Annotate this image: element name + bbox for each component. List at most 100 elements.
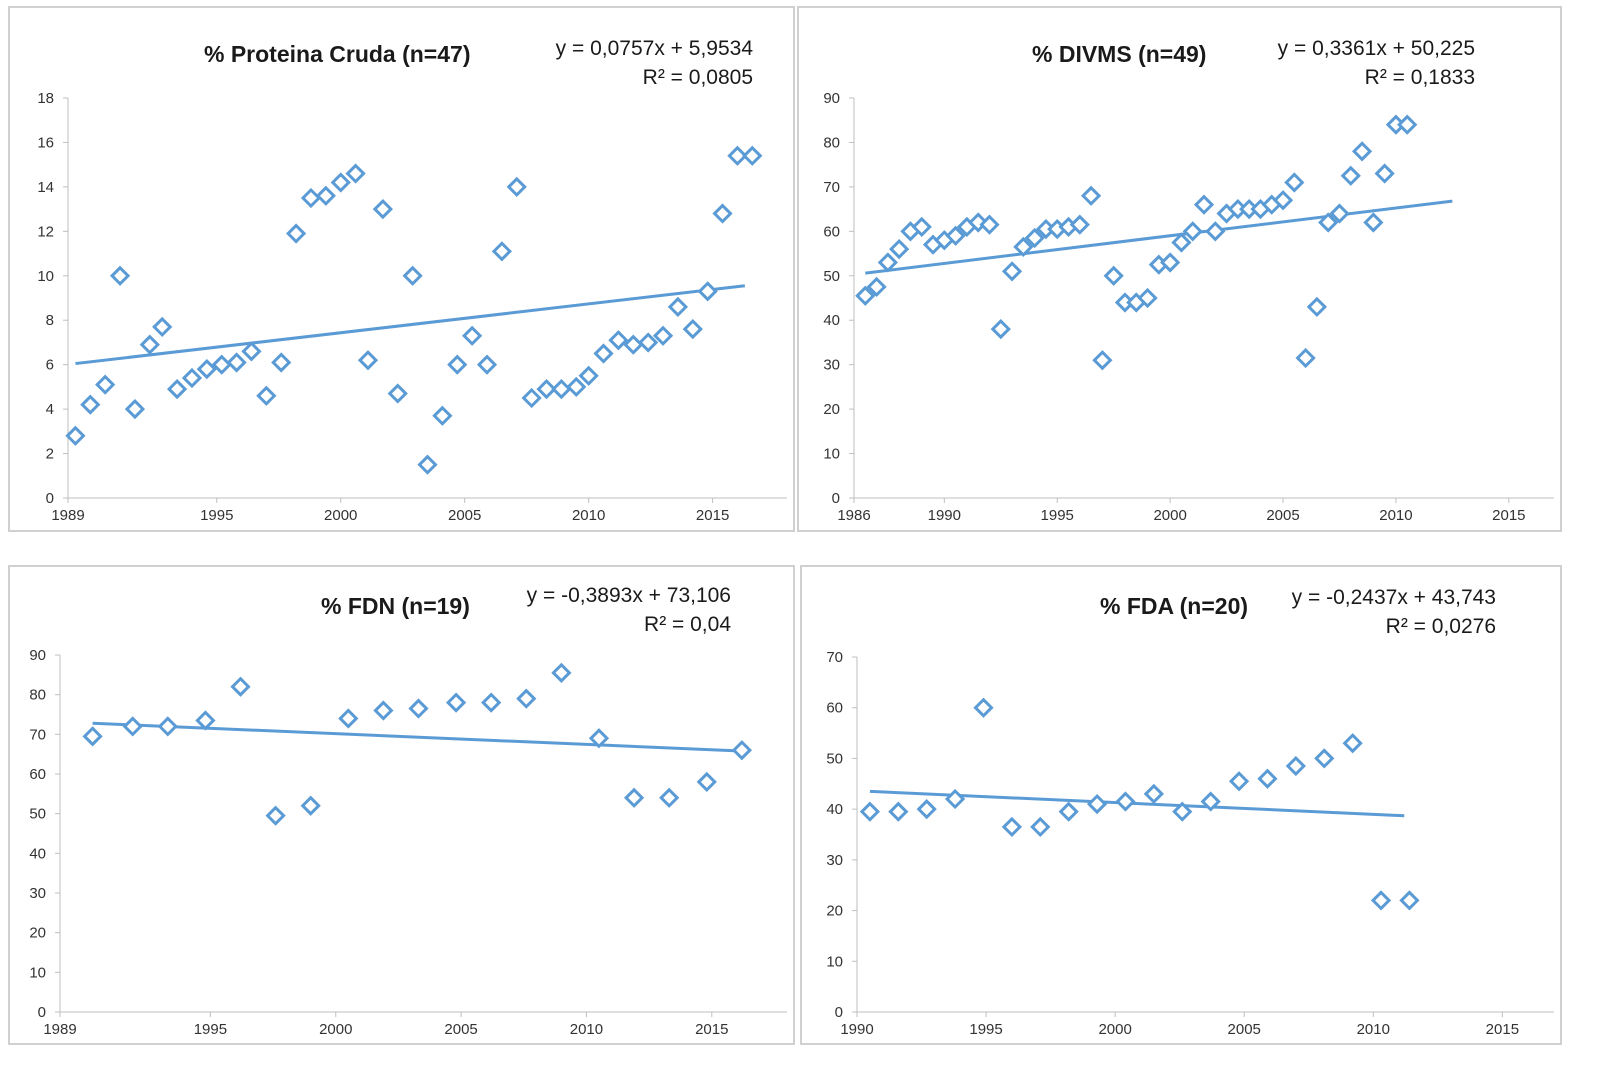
y-tick-label: 80	[29, 687, 46, 704]
data-point	[608, 330, 629, 351]
x-tick-label: 2000	[1098, 1021, 1131, 1038]
data-point	[888, 801, 909, 822]
y-tick-label: 30	[823, 357, 840, 374]
data-point	[445, 692, 467, 713]
chart-title: % FDN (n=19)	[321, 593, 470, 619]
y-tick-label: 0	[38, 1004, 46, 1021]
data-point	[521, 387, 542, 409]
y-tick-label: 0	[832, 490, 840, 507]
y-tick-label: 50	[29, 806, 46, 823]
y-tick-label: 16	[37, 134, 54, 151]
y-tick-label: 10	[29, 964, 46, 981]
data-point	[357, 350, 379, 371]
y-tick-label: 70	[29, 726, 46, 743]
data-point	[1058, 801, 1079, 822]
x-tick-label: 2015	[1492, 507, 1525, 524]
data-point	[506, 176, 527, 198]
data-point	[95, 374, 116, 395]
data-point	[157, 716, 178, 737]
trendline-equation: y = -0,3893x + 73,106 R² = 0,04	[527, 581, 731, 639]
data-point	[285, 223, 307, 244]
equation-text: y = 0,0757x + 5,9534	[555, 37, 753, 60]
data-point	[373, 700, 394, 721]
data-point	[859, 801, 881, 822]
y-tick-label: 0	[835, 1004, 843, 1021]
y-tick-label: 80	[823, 134, 840, 151]
data-point	[516, 688, 537, 709]
data-point	[944, 788, 966, 810]
data-point	[476, 354, 498, 375]
data-point	[1295, 347, 1316, 369]
x-tick-label: 2010	[1357, 1021, 1390, 1038]
y-tick-label: 90	[29, 647, 46, 664]
data-point	[345, 163, 366, 184]
data-point	[1272, 190, 1294, 211]
x-tick-label: 1989	[43, 1021, 76, 1038]
data-point	[889, 238, 910, 260]
x-tick-label: 1995	[200, 507, 233, 524]
data-point	[211, 354, 232, 375]
data-point	[417, 454, 438, 475]
data-point	[696, 771, 717, 793]
data-point	[402, 265, 423, 286]
data-point	[1257, 768, 1278, 789]
data-point	[271, 352, 292, 373]
data-point	[1399, 890, 1420, 911]
data-point	[536, 378, 557, 400]
x-tick-label: 2010	[572, 507, 605, 524]
data-point	[1030, 816, 1051, 838]
data-point	[979, 214, 1000, 235]
data-point	[330, 172, 351, 193]
x-tick-label: 2010	[1379, 507, 1412, 524]
data-point	[623, 787, 645, 808]
trendline	[865, 199, 1453, 275]
data-point	[593, 343, 614, 364]
data-point	[300, 187, 322, 209]
data-point	[1314, 748, 1335, 769]
data-point	[1228, 771, 1250, 792]
data-point	[973, 697, 994, 718]
data-point	[945, 225, 966, 246]
x-tick-label: 1986	[837, 507, 870, 524]
x-tick-label: 2015	[695, 1021, 728, 1038]
data-point	[1340, 165, 1361, 186]
data-point	[226, 352, 247, 373]
data-point	[181, 367, 203, 389]
data-point	[727, 145, 748, 166]
trendline-equation: y = -0,2437x + 43,743 R² = 0,0276	[1292, 583, 1496, 641]
y-tick-label: 50	[826, 750, 843, 767]
x-tick-label: 2005	[1266, 507, 1299, 524]
y-tick-label: 30	[29, 885, 46, 902]
y-tick-label: 6	[46, 357, 54, 374]
x-tick-label: 2000	[324, 507, 357, 524]
data-point	[1182, 221, 1203, 242]
x-tick-label: 2005	[448, 507, 481, 524]
data-point	[230, 676, 251, 697]
data-point	[65, 425, 86, 446]
y-tick-label: 20	[823, 401, 840, 418]
data-point	[1103, 265, 1124, 286]
plot-area: 0 10 20 30 40 50 60 70 80 90 1989 1995 2000 2005 2010 2…	[29, 647, 787, 1038]
data-point	[1001, 261, 1023, 282]
data-point	[1137, 287, 1158, 309]
data-point	[652, 325, 674, 346]
data-point	[256, 385, 277, 406]
trendline-equation: y = 0,3361x + 50,225 R² = 0,1833	[1278, 34, 1475, 92]
x-tick-label: 2005	[1228, 1021, 1261, 1038]
data-point	[1285, 755, 1306, 777]
x-tick-label: 2000	[319, 1021, 352, 1038]
data-point	[1284, 172, 1305, 193]
x-tick-label: 1995	[969, 1021, 1002, 1038]
data-point	[1397, 114, 1418, 135]
data-point	[1115, 791, 1136, 812]
y-tick-label: 4	[46, 401, 54, 418]
data-point	[1329, 203, 1350, 224]
r-squared-text: R² = 0,1833	[1364, 66, 1475, 89]
data-point	[1024, 227, 1045, 249]
r-squared-text: R² = 0,04	[644, 613, 731, 636]
data-point	[866, 276, 887, 298]
data-point	[432, 405, 453, 426]
data-point	[447, 354, 468, 375]
data-point	[1342, 733, 1363, 754]
y-tick-label: 60	[29, 766, 46, 783]
